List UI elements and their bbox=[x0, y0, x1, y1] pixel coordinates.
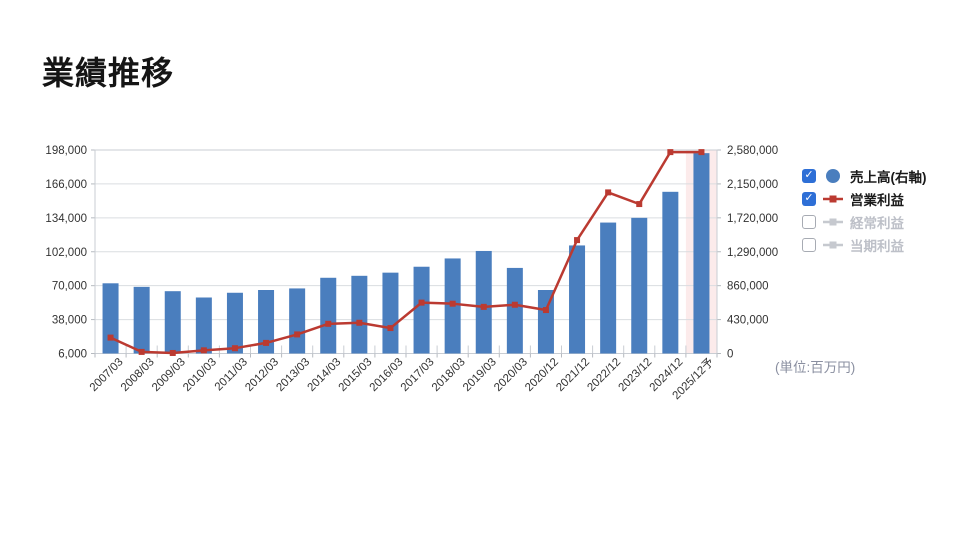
operating-profit-marker bbox=[387, 325, 394, 332]
revenue-bar bbox=[506, 267, 523, 354]
left-axis-label: 134,000 bbox=[45, 213, 87, 225]
legend-item-operating-profit[interactable]: ✓ 営業利益 bbox=[802, 187, 927, 210]
page-title: 業績推移 bbox=[42, 55, 175, 91]
operating-profit-marker bbox=[511, 301, 518, 308]
x-axis-label: 2017/03 bbox=[399, 356, 437, 394]
x-axis-label: 2016/03 bbox=[368, 356, 406, 394]
operating-profit-marker bbox=[698, 149, 705, 156]
right-axis-label: 0 bbox=[727, 349, 733, 361]
x-axis-label: 2012/03 bbox=[243, 356, 281, 394]
operating-profit-marker bbox=[200, 347, 207, 354]
revenue-bar bbox=[320, 277, 337, 354]
left-axis-label: 70,000 bbox=[52, 281, 87, 293]
legend-label-net-profit[interactable]: 当期利益 bbox=[850, 238, 904, 254]
operating-profit-marker bbox=[169, 349, 176, 356]
unit-note: (単位:百万円) bbox=[775, 360, 856, 375]
line-series-icon bbox=[822, 191, 844, 207]
operating-profit-marker bbox=[542, 307, 549, 314]
revenue-bar bbox=[133, 286, 150, 354]
operating-profit-marker bbox=[356, 319, 363, 326]
revenue-bar bbox=[475, 250, 492, 354]
operating-profit-marker bbox=[231, 345, 238, 352]
checked-checkbox-sales[interactable]: ✓ bbox=[802, 168, 816, 183]
left-axis-label: 6,000 bbox=[58, 349, 87, 361]
revenue-bar bbox=[351, 275, 368, 354]
revenue-bar bbox=[413, 266, 430, 354]
left-axis-label: 166,000 bbox=[45, 179, 87, 191]
revenue-bar bbox=[289, 288, 306, 354]
legend-item-sales[interactable]: ✓ 売上高(右軸) bbox=[802, 164, 927, 187]
revenue-bar bbox=[693, 153, 710, 354]
revenue-bar bbox=[226, 292, 243, 354]
revenue-bar bbox=[569, 245, 586, 354]
right-axis-label: 1,290,000 bbox=[727, 247, 778, 259]
operating-profit-marker bbox=[294, 331, 301, 338]
legend-label-sales[interactable]: 売上高(右軸) bbox=[850, 169, 927, 185]
left-axis-label: 102,000 bbox=[45, 247, 87, 259]
x-axis-label: 2020/12 bbox=[523, 356, 561, 394]
operating-profit-marker bbox=[449, 300, 456, 307]
series-legend: ✓ 売上高(右軸) ✓ 営業利益経常利益当期利益 bbox=[802, 164, 927, 256]
operating-profit-marker bbox=[418, 299, 425, 306]
revenue-bar bbox=[600, 222, 617, 354]
checked-checkbox-operating-profit[interactable]: ✓ bbox=[802, 191, 816, 206]
legend-label-operating-profit[interactable]: 営業利益 bbox=[850, 192, 904, 208]
x-axis-label: 2018/03 bbox=[430, 356, 468, 394]
x-axis-label: 2007/03 bbox=[88, 356, 126, 394]
revenue-bar bbox=[631, 217, 648, 354]
unchecked-checkbox-ordinary-profit[interactable] bbox=[802, 214, 816, 229]
right-axis-label: 430,000 bbox=[727, 315, 769, 327]
operating-profit-marker bbox=[636, 201, 643, 208]
line-series-icon bbox=[822, 237, 844, 253]
revenue-bar bbox=[662, 191, 679, 354]
x-axis-label: 2009/03 bbox=[150, 356, 188, 394]
x-axis-label: 2014/03 bbox=[305, 356, 343, 394]
x-axis-label: 2019/03 bbox=[461, 356, 499, 394]
x-axis-label: 2021/12 bbox=[554, 356, 592, 394]
left-axis-label: 38,000 bbox=[52, 315, 87, 327]
operating-profit-marker bbox=[667, 149, 674, 156]
revenue-bar bbox=[382, 272, 399, 354]
operating-profit-marker bbox=[325, 320, 332, 327]
revenue-bar bbox=[195, 297, 212, 354]
legend-label-ordinary-profit[interactable]: 経常利益 bbox=[850, 215, 904, 231]
legend-item-net-profit[interactable]: 当期利益 bbox=[802, 233, 927, 256]
revenue-bar bbox=[258, 290, 275, 354]
line-series-icon bbox=[822, 214, 844, 230]
operating-profit-marker bbox=[107, 334, 114, 341]
right-axis-label: 860,000 bbox=[727, 281, 769, 293]
x-axis-label: 2010/03 bbox=[181, 356, 219, 394]
operating-profit-marker bbox=[480, 303, 487, 310]
operating-profit-line bbox=[110, 150, 702, 355]
operating-profit-marker bbox=[605, 189, 612, 196]
revenue-bar bbox=[537, 290, 554, 354]
x-axis-label: 2023/12 bbox=[616, 356, 654, 394]
revenue-bar bbox=[164, 291, 181, 354]
bar-series-icon bbox=[822, 168, 844, 184]
operating-profit-marker bbox=[574, 237, 581, 244]
x-axis-label: 2008/03 bbox=[119, 356, 157, 394]
unchecked-checkbox-net-profit[interactable] bbox=[802, 237, 816, 252]
right-axis-label: 2,580,000 bbox=[727, 145, 778, 157]
x-axis-label: 2013/03 bbox=[274, 356, 312, 394]
revenue-bar bbox=[102, 283, 119, 354]
x-axis-label: 2015/03 bbox=[337, 356, 375, 394]
operating-profit-marker bbox=[138, 348, 145, 355]
legend-item-ordinary-profit[interactable]: 経常利益 bbox=[802, 210, 927, 233]
x-axis-label: 2022/12 bbox=[585, 356, 623, 394]
left-axis-label: 198,000 bbox=[45, 145, 87, 157]
right-axis-label: 2,150,000 bbox=[727, 179, 778, 191]
right-axis-label: 1,720,000 bbox=[727, 213, 778, 225]
operating-profit-marker bbox=[263, 339, 270, 346]
x-axis-label: 2020/03 bbox=[492, 356, 530, 394]
